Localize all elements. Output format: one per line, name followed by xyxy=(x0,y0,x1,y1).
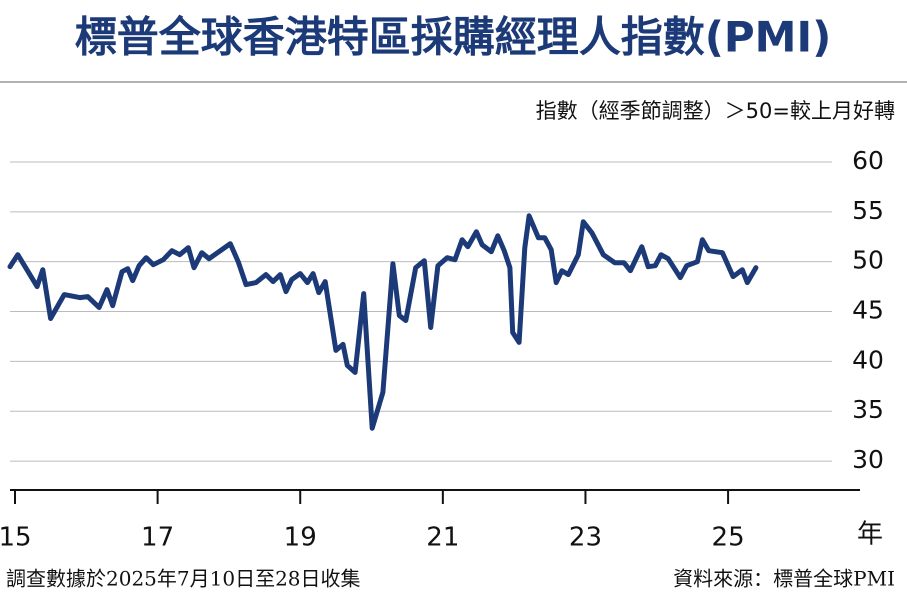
x-tick-label: 17 xyxy=(141,523,174,553)
x-tick-label: 15 xyxy=(0,523,32,553)
x-tick-label: 25 xyxy=(712,523,745,553)
pmi-line xyxy=(7,213,759,431)
y-tick-label: 45 xyxy=(852,296,884,325)
x-unit: 年 xyxy=(857,520,883,550)
y-tick-label: 30 xyxy=(852,445,884,474)
x-tick-label: 23 xyxy=(569,523,602,553)
y-tick-label: 50 xyxy=(852,246,884,275)
x-tick-label: 21 xyxy=(426,523,459,553)
source: 資料來源：標普全球PMI xyxy=(673,567,895,591)
y-tick-label: 60 xyxy=(852,146,884,175)
footnote: 調查數據於2025年7月10日至28日收集 xyxy=(6,567,361,591)
y-tick-label: 35 xyxy=(852,395,884,424)
x-tick-label: 19 xyxy=(284,523,317,553)
y-tick-label: 55 xyxy=(852,196,884,225)
y-tick-label: 40 xyxy=(852,345,884,374)
chart-title: 標普全球香港特區採購經理人指數(PMI) xyxy=(75,13,832,62)
subtitle: 指數（經季節調整）＞50=較上月好轉 xyxy=(536,99,895,123)
